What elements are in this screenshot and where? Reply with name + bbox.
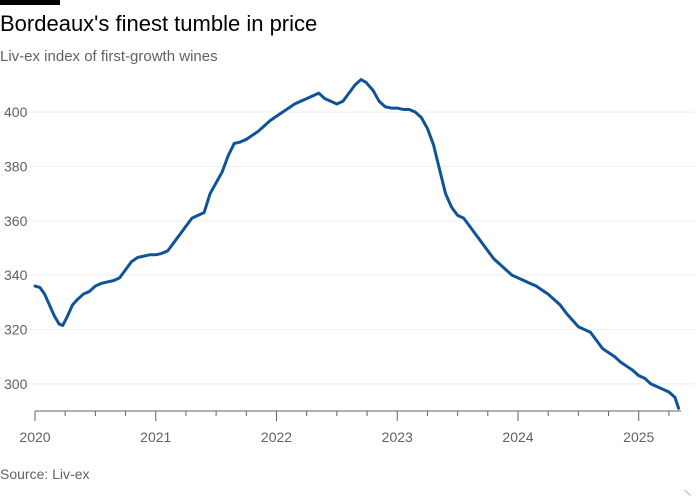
series-lines xyxy=(33,78,681,410)
y-tick-label: 340 xyxy=(4,267,28,283)
brand-bar xyxy=(0,0,60,5)
y-axis-labels: 300 320 340 360 380 400 xyxy=(4,104,28,392)
gridlines xyxy=(0,111,695,385)
x-tick-label: 2024 xyxy=(502,429,533,445)
series-line xyxy=(33,78,681,410)
x-tick-label: 2023 xyxy=(382,429,413,445)
y-tick-label: 300 xyxy=(4,376,28,392)
y-tick-label: 380 xyxy=(4,159,28,175)
chart-subtitle: Liv-ex index of first-growth wines xyxy=(0,48,218,65)
y-tick-label: 400 xyxy=(4,104,28,120)
y-tick-label: 360 xyxy=(4,213,28,229)
x-tick-label: 2025 xyxy=(623,429,654,445)
x-tick-label: 2020 xyxy=(19,429,50,445)
chart-title: Bordeaux's finest tumble in price xyxy=(0,11,318,36)
x-tick-label: 2022 xyxy=(261,429,292,445)
x-axis-labels: 2020 2021 2022 2023 2024 2025 xyxy=(19,429,654,445)
x-tick-label: 2021 xyxy=(140,429,171,445)
x-axis xyxy=(34,410,681,421)
y-tick-label: 320 xyxy=(4,322,28,338)
chart-source: Source: Liv-ex xyxy=(0,466,90,482)
